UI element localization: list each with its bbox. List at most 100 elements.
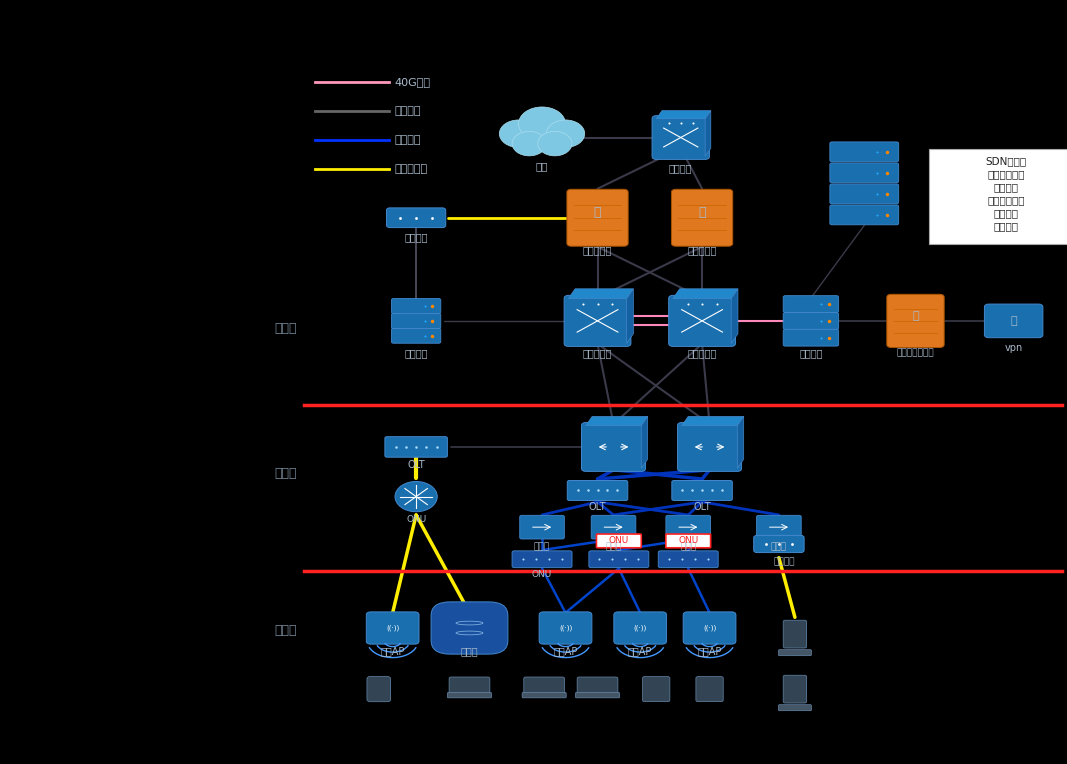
FancyBboxPatch shape (392, 299, 441, 314)
FancyBboxPatch shape (589, 551, 649, 568)
FancyBboxPatch shape (757, 516, 801, 539)
FancyBboxPatch shape (392, 313, 441, 329)
FancyBboxPatch shape (568, 481, 627, 500)
FancyBboxPatch shape (520, 516, 564, 539)
Polygon shape (569, 289, 634, 299)
Text: SDN控制器: SDN控制器 (986, 156, 1026, 167)
Text: 汇聚层: 汇聚层 (274, 467, 298, 481)
Text: ONU: ONU (532, 570, 552, 579)
Text: 路由分离: 路由分离 (404, 231, 428, 242)
Text: 核心交换机: 核心交换机 (583, 348, 612, 358)
Text: 室内AP: 室内AP (698, 646, 721, 656)
FancyBboxPatch shape (783, 675, 807, 703)
FancyBboxPatch shape (564, 296, 631, 346)
Text: 分光器: 分光器 (605, 542, 622, 552)
Text: 核心交换机: 核心交换机 (687, 348, 717, 358)
Text: 旁路由器: 旁路由器 (774, 558, 795, 567)
FancyBboxPatch shape (512, 551, 572, 568)
Text: 接入层: 接入层 (274, 623, 298, 637)
Text: OLT: OLT (408, 460, 425, 471)
FancyBboxPatch shape (671, 189, 733, 246)
FancyBboxPatch shape (669, 296, 735, 346)
FancyBboxPatch shape (539, 612, 592, 644)
Circle shape (512, 131, 546, 156)
Text: OLT: OLT (694, 502, 711, 513)
Circle shape (546, 120, 585, 147)
Text: 分光器: 分光器 (534, 542, 551, 552)
FancyBboxPatch shape (366, 612, 419, 644)
Text: ONU: ONU (407, 515, 426, 524)
FancyBboxPatch shape (783, 312, 839, 329)
Polygon shape (705, 111, 711, 157)
Text: 认证代理: 认证代理 (993, 208, 1019, 219)
Text: ((·)): ((·)) (386, 625, 399, 631)
FancyBboxPatch shape (830, 163, 898, 183)
FancyBboxPatch shape (642, 677, 670, 701)
FancyBboxPatch shape (577, 677, 618, 695)
FancyBboxPatch shape (783, 329, 839, 346)
Text: 无线AP: 无线AP (381, 646, 404, 656)
Text: 出口防火墙: 出口防火墙 (687, 244, 717, 255)
FancyBboxPatch shape (652, 115, 710, 160)
FancyBboxPatch shape (575, 692, 620, 698)
Text: ((·)): ((·)) (559, 625, 572, 631)
Text: OLT: OLT (589, 502, 606, 513)
Text: 分光器: 分光器 (770, 542, 787, 552)
FancyBboxPatch shape (386, 208, 446, 228)
Text: 万兆光纤: 万兆光纤 (395, 105, 421, 116)
Text: 核心层: 核心层 (274, 322, 298, 335)
FancyBboxPatch shape (830, 184, 898, 204)
Text: 出口防火墙: 出口防火墙 (583, 244, 612, 255)
Text: 数据中心: 数据中心 (799, 348, 823, 358)
FancyBboxPatch shape (596, 534, 641, 548)
Text: 40G链路: 40G链路 (395, 76, 431, 87)
FancyBboxPatch shape (830, 142, 898, 162)
FancyBboxPatch shape (929, 149, 1067, 244)
Circle shape (499, 120, 538, 147)
FancyBboxPatch shape (683, 612, 736, 644)
Text: 千兆光纤: 千兆光纤 (395, 134, 421, 145)
Text: 🔥: 🔥 (698, 206, 706, 219)
FancyBboxPatch shape (678, 422, 742, 471)
Polygon shape (673, 289, 738, 299)
FancyBboxPatch shape (392, 328, 441, 343)
FancyBboxPatch shape (385, 437, 447, 457)
Text: vpn: vpn (1004, 342, 1023, 353)
Text: 应用层服务器: 应用层服务器 (987, 169, 1025, 180)
Text: 无线AP: 无线AP (628, 646, 652, 656)
FancyBboxPatch shape (666, 534, 711, 548)
Polygon shape (656, 111, 711, 118)
Text: ((·)): ((·)) (634, 625, 647, 631)
Text: ONU: ONU (609, 536, 628, 545)
FancyBboxPatch shape (431, 602, 508, 654)
FancyBboxPatch shape (582, 422, 646, 471)
Text: 出口路由: 出口路由 (669, 163, 692, 173)
Circle shape (538, 131, 572, 156)
Text: 旁路由: 旁路由 (461, 646, 478, 656)
FancyBboxPatch shape (666, 516, 711, 539)
FancyBboxPatch shape (696, 677, 723, 701)
Polygon shape (586, 416, 648, 426)
Text: 网络管理: 网络管理 (404, 348, 428, 358)
FancyBboxPatch shape (367, 677, 391, 701)
Text: 电信: 电信 (536, 161, 548, 172)
Text: 🔑: 🔑 (1010, 316, 1017, 326)
FancyBboxPatch shape (591, 516, 636, 539)
Polygon shape (641, 416, 648, 468)
FancyBboxPatch shape (614, 612, 667, 644)
Polygon shape (682, 416, 744, 426)
Text: 无线管理: 无线管理 (993, 221, 1019, 231)
Text: 上网行为管理: 上网行为管理 (987, 195, 1025, 206)
Text: 🔥: 🔥 (912, 311, 919, 321)
Text: ONU: ONU (679, 536, 698, 545)
FancyBboxPatch shape (524, 677, 564, 695)
FancyBboxPatch shape (830, 205, 898, 225)
FancyBboxPatch shape (985, 304, 1042, 338)
Polygon shape (737, 416, 744, 468)
Circle shape (395, 481, 437, 512)
FancyBboxPatch shape (447, 692, 492, 698)
Text: 🔥: 🔥 (593, 206, 602, 219)
FancyBboxPatch shape (522, 692, 567, 698)
FancyBboxPatch shape (783, 296, 839, 312)
FancyBboxPatch shape (658, 551, 718, 568)
